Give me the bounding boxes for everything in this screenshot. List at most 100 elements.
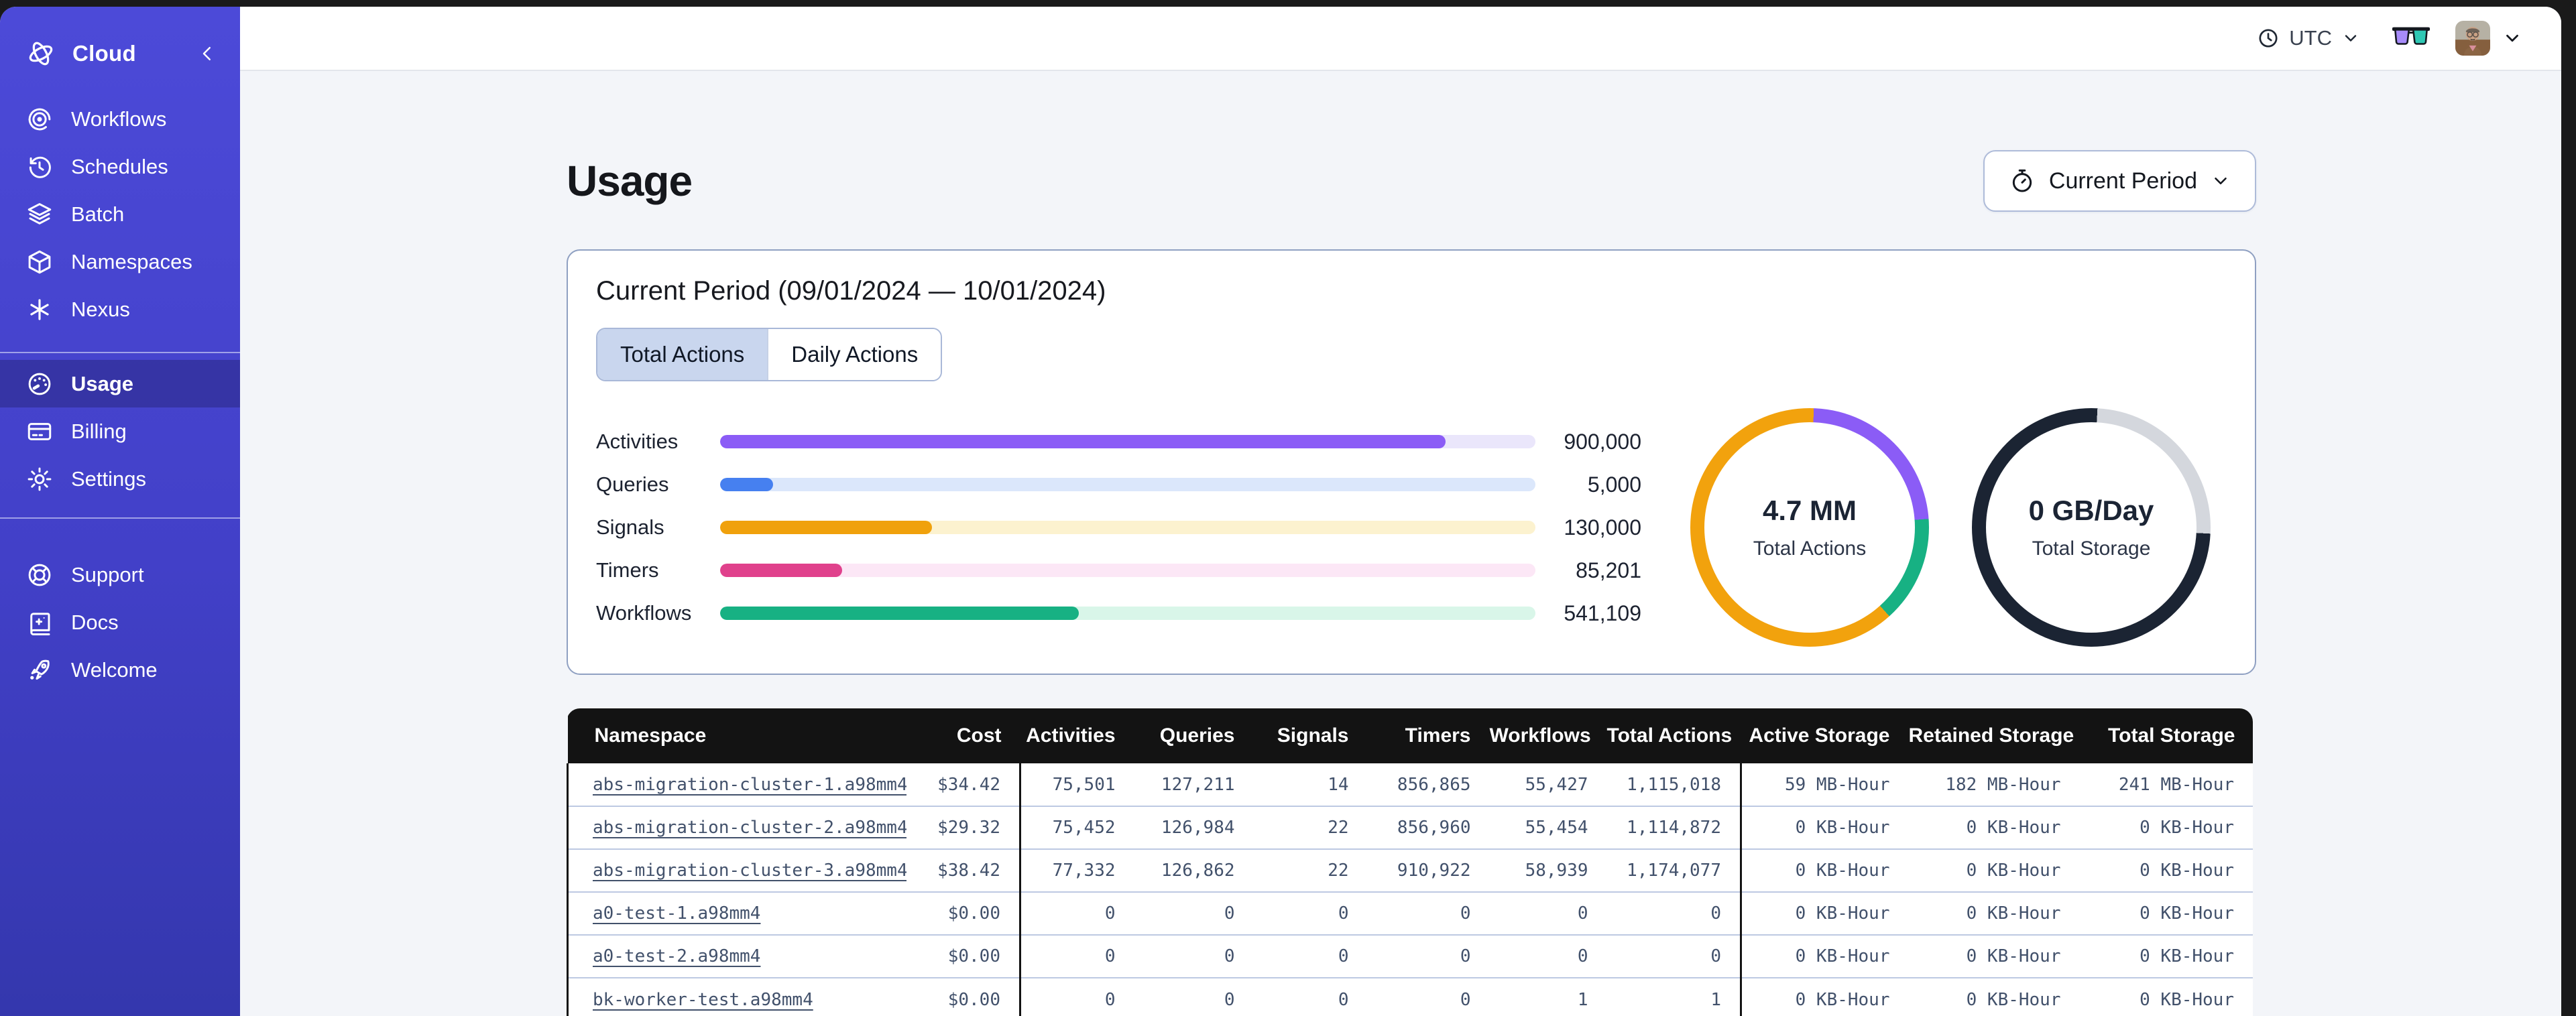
sidebar-brand: Cloud — [0, 29, 240, 78]
cell: 75,501 — [1020, 763, 1134, 806]
cell: 0 — [1489, 934, 1607, 978]
cell: 0 KB-Hour — [1741, 891, 1909, 935]
chevron-down-icon — [2211, 171, 2231, 191]
cell: 55,454 — [1489, 806, 1607, 849]
app-window: Cloud Workflows Schedules — [0, 7, 2561, 1016]
cell: abs-migration-cluster-3.a98mm4 — [567, 848, 906, 892]
user-menu-chevron-icon[interactable] — [2502, 28, 2522, 48]
sidebar-item-nexus[interactable]: Nexus — [0, 285, 240, 333]
column-header: Total Actions — [1606, 708, 1741, 763]
namespace-link[interactable]: bk-worker-test.a98mm4 — [593, 989, 813, 1010]
clock-icon — [2257, 27, 2280, 50]
sidebar-item-billing[interactable]: Billing — [0, 407, 240, 455]
cell: 1,115,018 — [1606, 763, 1742, 806]
usage-charts: Activities 900,000 Queries 5,000 Signals… — [596, 408, 2227, 647]
cell: 0 KB-Hour — [1741, 806, 1909, 849]
namespaces-cube-icon — [25, 248, 54, 276]
sidebar-item-workflows[interactable]: Workflows — [0, 95, 240, 143]
cell: 0 — [1020, 977, 1134, 1016]
total-actions-value: 4.7 MM — [1762, 495, 1857, 526]
cell: 22 — [1253, 806, 1368, 849]
billing-card-icon — [25, 418, 54, 446]
sidebar-item-settings[interactable]: Settings — [0, 455, 240, 503]
cell: 0 — [1367, 934, 1490, 978]
table-row: abs-migration-cluster-3.a98mm4 $38.42 77,3… — [567, 848, 2253, 892]
temporal-logo-icon — [25, 38, 56, 69]
cell: 0 KB-Hour — [1741, 934, 1909, 978]
donut-center: 4.7 MM Total Actions — [1704, 422, 1915, 633]
column-header: Timers — [1367, 708, 1490, 763]
table-row: bk-worker-test.a98mm4 $0.00 0 0 0 0 1 1 0 KB-Hou… — [567, 977, 2253, 1016]
welcome-rocket-icon — [25, 656, 54, 684]
sidebar-item-batch[interactable]: Batch — [0, 190, 240, 238]
total-storage-value: 0 GB/Day — [2028, 495, 2154, 526]
cell: 856,865 — [1367, 763, 1490, 806]
sidebar-item-label: Support — [71, 562, 144, 586]
bar-track — [720, 607, 1535, 620]
bar-value: 85,201 — [1576, 558, 1641, 582]
sidebar-item-label: Batch — [71, 202, 125, 226]
sidebar-item-namespaces[interactable]: Namespaces — [0, 238, 240, 285]
cell: $0.00 — [906, 891, 1021, 935]
workflows-icon — [25, 105, 54, 133]
settings-gear-icon — [25, 465, 54, 493]
column-header: Cost — [906, 708, 1020, 763]
cell: 0 — [1020, 934, 1134, 978]
user-avatar[interactable] — [2455, 21, 2490, 56]
total-storage-donut: 0 GB/Day Total Storage — [1972, 408, 2211, 647]
cell: 0 — [1253, 977, 1368, 1016]
namespace-link[interactable]: abs-migration-cluster-3.a98mm4 — [593, 861, 906, 881]
cell: 0 KB-Hour — [2079, 891, 2253, 935]
cell: 0 — [1606, 891, 1742, 935]
cell: bk-worker-test.a98mm4 — [567, 977, 906, 1016]
sidebar-nav-account: Usage Billing Settings — [0, 360, 240, 503]
bar-label: Workflows — [596, 601, 692, 625]
collapse-sidebar-button[interactable] — [194, 41, 220, 66]
table-row: abs-migration-cluster-2.a98mm4 $29.32 75,4… — [567, 806, 2253, 849]
batch-layers-icon — [25, 200, 54, 229]
tab-total-actions[interactable]: Total Actions — [597, 329, 768, 380]
glasses-theme-icon[interactable] — [2392, 26, 2431, 50]
bar-value: 900,000 — [1564, 429, 1641, 454]
sidebar-item-label: Settings — [71, 466, 147, 491]
sidebar-item-label: Nexus — [71, 297, 130, 321]
namespace-link[interactable]: abs-migration-cluster-1.a98mm4 — [593, 774, 906, 795]
sidebar-item-support[interactable]: Support — [0, 551, 240, 598]
sidebar-item-docs[interactable]: Docs — [0, 598, 240, 646]
cell: 856,960 — [1367, 806, 1490, 849]
usage-bar-row: Workflows 541,109 — [596, 592, 1641, 635]
namespace-link[interactable]: a0-test-1.a98mm4 — [593, 903, 761, 924]
sidebar-item-welcome[interactable]: Welcome — [0, 646, 240, 694]
cell: 14 — [1253, 763, 1368, 806]
sidebar-item-usage[interactable]: Usage — [0, 360, 240, 407]
cell: 0 — [1134, 891, 1254, 935]
namespace-usage-table: Namespace Cost Activities Queries Signals Tim… — [567, 708, 2253, 1016]
timezone-selector[interactable]: UTC — [2257, 26, 2360, 50]
usage-bars: Activities 900,000 Queries 5,000 Signals… — [596, 420, 1641, 635]
page-title: Usage — [567, 157, 693, 205]
cell: 182 MB-Hour — [1908, 763, 2080, 806]
sidebar-item-label: Usage — [71, 371, 134, 395]
column-header: Workflows — [1489, 708, 1607, 763]
table-row: a0-test-1.a98mm4 $0.00 0 0 0 0 0 0 0 KB-Hour 0 KB… — [567, 891, 2253, 935]
cell: 0 — [1606, 934, 1742, 978]
main-area: UTC — [240, 7, 2561, 1016]
namespace-link[interactable]: abs-migration-cluster-2.a98mm4 — [593, 818, 906, 838]
cell: 75,452 — [1020, 806, 1134, 849]
namespace-link[interactable]: a0-test-2.a98mm4 — [593, 946, 761, 966]
sidebar-item-schedules[interactable]: Schedules — [0, 143, 240, 190]
cell: $0.00 — [906, 977, 1021, 1016]
bar-label: Activities — [596, 430, 679, 453]
cell: 0 KB-Hour — [1908, 848, 2080, 892]
usage-bar-row: Timers 85,201 — [596, 549, 1641, 592]
cell: 0 KB-Hour — [2079, 934, 2253, 978]
tab-daily-actions[interactable]: Daily Actions — [767, 329, 941, 380]
column-header: Total Storage — [2079, 708, 2253, 763]
bar-fill — [720, 478, 774, 491]
sidebar-item-label: Namespaces — [71, 249, 192, 273]
bar-label: Signals — [596, 515, 664, 539]
bar-fill — [720, 564, 843, 577]
usage-bar-row: Signals 130,000 — [596, 506, 1641, 549]
period-selector-button[interactable]: Current Period — [1983, 150, 2256, 212]
cell: 0 KB-Hour — [1908, 806, 2080, 849]
